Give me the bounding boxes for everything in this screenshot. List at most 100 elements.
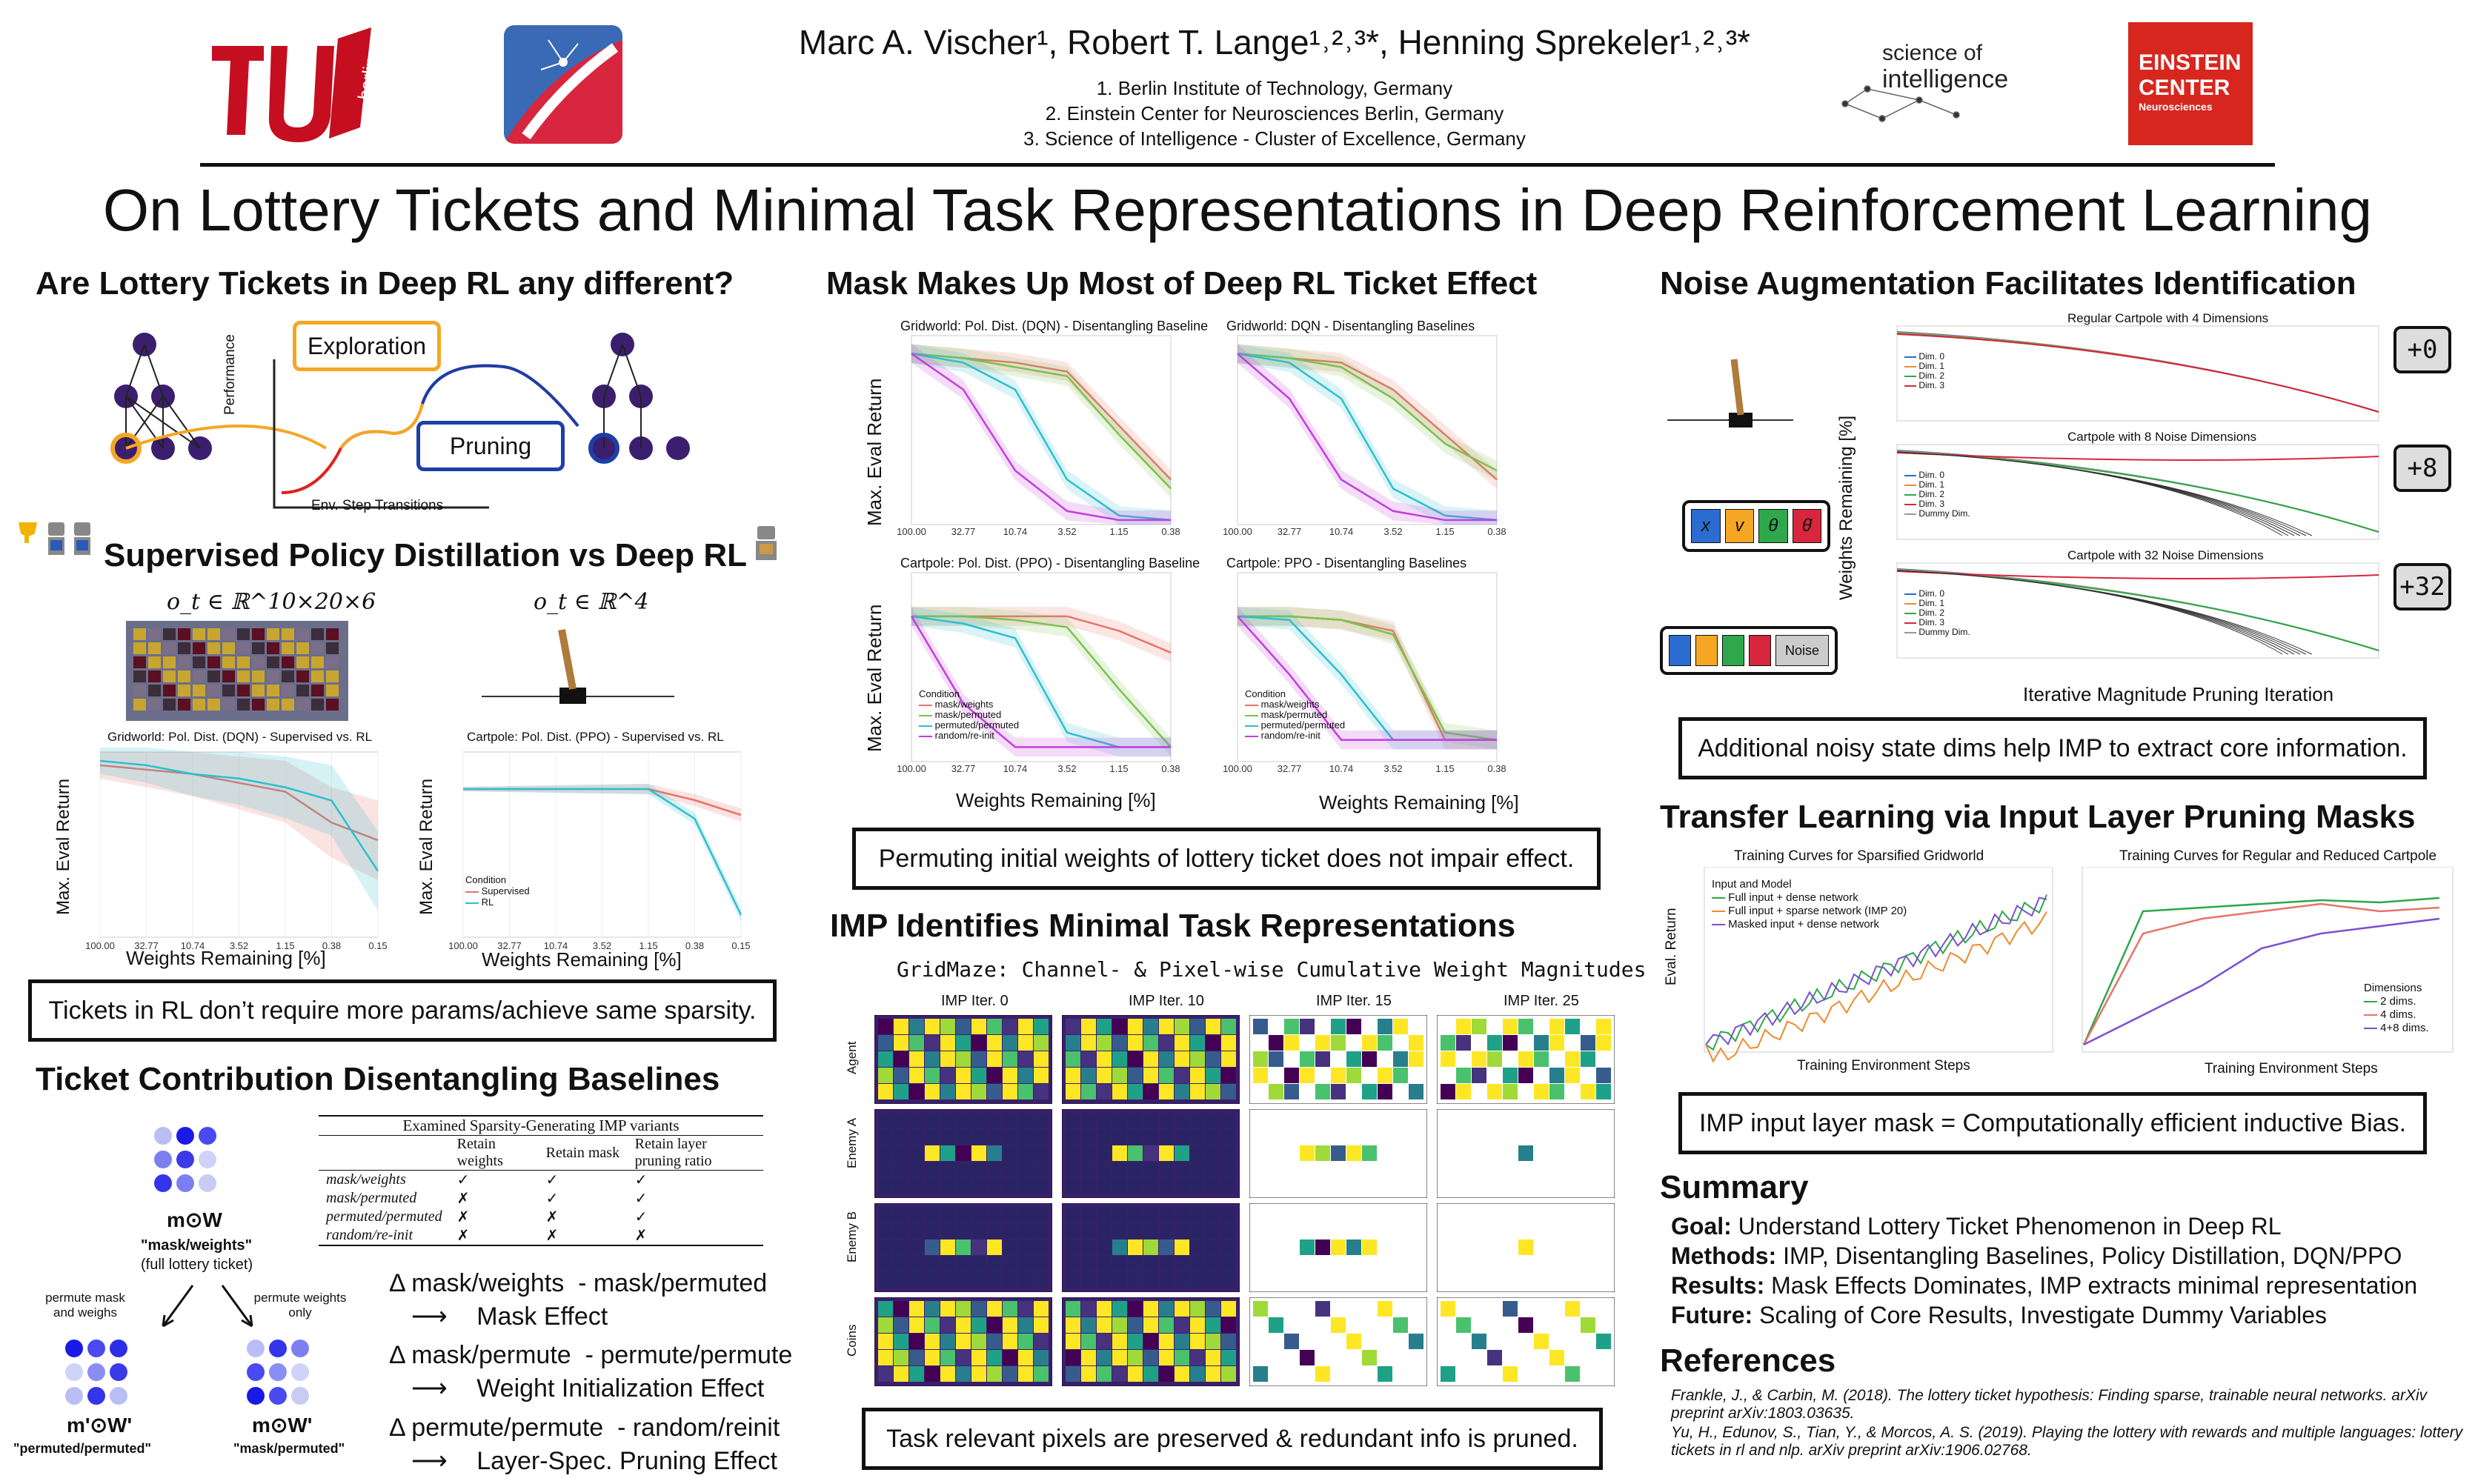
heatmap-cell	[1112, 1019, 1127, 1034]
heatmap-cell	[1221, 1145, 1236, 1161]
heatmap-cell	[1221, 1178, 1236, 1194]
heatmap-cell	[1128, 1035, 1143, 1051]
table-cell: ✓	[545, 1172, 559, 1188]
legend-label: Dim. 3	[1918, 617, 1945, 628]
mw2-quote: "mask/permuted"	[233, 1441, 345, 1456]
rl-cartoon	[104, 315, 711, 515]
heatmap-panel	[1249, 1297, 1427, 1386]
gridmaze-title: GridMaze: Channel- & Pixel-wise Cumulati…	[897, 957, 1647, 982]
heatmap-cell	[1346, 1019, 1361, 1034]
table-row: permuted/permuted ✗ ✗ ✓	[319, 1208, 763, 1226]
heatmap-cell	[1549, 1068, 1564, 1083]
heatmap-cell	[1190, 1366, 1205, 1382]
legend: Input and Model Full input + dense netwo…	[1712, 878, 1907, 931]
heatmap-cell	[1206, 1019, 1220, 1034]
grid-cell	[163, 656, 176, 668]
x-tick-label: 32.77	[497, 940, 522, 951]
heatmap-cell	[1003, 1350, 1017, 1365]
grid-cell	[326, 671, 339, 682]
heatmap-cell	[1472, 1019, 1486, 1034]
summary-item: Methods: IMP, Disentangling Baselines, P…	[1671, 1241, 2417, 1271]
heatmap-cell	[1518, 1051, 1533, 1067]
heatmap-cell	[878, 1317, 893, 1333]
heatmap-cell	[909, 1272, 924, 1288]
grid-cell	[282, 671, 294, 682]
heatmap-cell	[1112, 1240, 1127, 1255]
grid-cell	[222, 628, 235, 640]
grid-cell	[326, 656, 339, 668]
heatmap-cell	[1331, 1317, 1346, 1333]
heatmap-cell	[909, 1162, 924, 1177]
legend-label: mask/weights	[934, 699, 994, 710]
heatmap-cell	[1097, 1113, 1112, 1128]
pruning-label: Pruning	[416, 421, 565, 471]
legend: Dimensions 2 dims. 4 dims. 4+8 dims.	[2364, 982, 2429, 1035]
legend-label: permuted/permuted	[1260, 719, 1346, 731]
heatmap-panel	[1062, 1203, 1240, 1292]
legend-label: Dim. 0	[1918, 351, 1945, 362]
heatmap-cell	[1034, 1223, 1049, 1239]
heatmap-cell	[1346, 1068, 1361, 1083]
heatmap-cell	[1221, 1019, 1236, 1034]
heatmap-cell	[1066, 1334, 1080, 1349]
legend-item-rl: RL	[465, 896, 530, 908]
legend-title: Condition	[919, 688, 960, 699]
series-band	[1238, 344, 1497, 525]
heatmap-cell	[925, 1301, 940, 1317]
ecn-text-3: Neurosciences	[2139, 101, 2213, 113]
series-band	[911, 344, 1171, 499]
heatmap-cell	[1534, 1334, 1549, 1349]
grid-cell	[207, 671, 220, 682]
cartpole-image	[474, 622, 682, 711]
heatmap-cell	[1206, 1240, 1220, 1255]
table-cell: ✗	[634, 1228, 648, 1244]
grid-cell	[296, 656, 309, 668]
ecn-text-2: CENTER	[2139, 76, 2230, 100]
grid-cell	[193, 671, 205, 682]
heatmap-cell	[894, 1162, 908, 1177]
heatmap-cell	[1206, 1035, 1220, 1051]
heatmap-cell	[894, 1317, 908, 1333]
heatmap-cell	[1221, 1256, 1236, 1271]
heatmap-cell	[1003, 1366, 1017, 1382]
bccn-logo	[504, 25, 622, 144]
grid-cell	[252, 671, 265, 682]
y-axis-label: Max. Eval Return	[416, 778, 436, 915]
mask-effect-label: Mask Effect	[476, 1302, 608, 1331]
heatmap-cell	[878, 1162, 893, 1177]
legend-item-supervised: Supervised	[465, 885, 530, 896]
heatmap-cell	[1269, 1084, 1283, 1099]
table-cell: ✗	[456, 1191, 470, 1207]
heatmap-cell	[894, 1366, 908, 1382]
heatmap-cell	[1362, 1051, 1377, 1067]
heatmap-cell	[1581, 1084, 1595, 1099]
heatmap-cell	[878, 1256, 893, 1271]
y-axis-label: Max. Eval Return	[863, 604, 886, 752]
heatmap-cell	[1269, 1035, 1283, 1051]
heatmap-cell	[987, 1350, 1002, 1365]
heatmap-cell	[1190, 1113, 1205, 1128]
legend-label: Dummy Dim.	[1918, 627, 1970, 637]
heatmap-cell	[987, 1256, 1002, 1271]
heatmap-cell	[909, 1317, 924, 1333]
heatmap-cell	[925, 1084, 940, 1099]
heading-supervised-vs-rl: Supervised Policy Distillation vs Deep R…	[104, 537, 748, 573]
heatmap-cell	[1534, 1035, 1549, 1051]
heatmap-cell	[1596, 1334, 1611, 1349]
delta-3-effect: ⟶ Layer-Spec. Pruning Effect	[411, 1447, 777, 1475]
table-cell: ✗	[456, 1209, 470, 1225]
series-band	[911, 607, 1171, 757]
row-label: Enemy B	[845, 1211, 859, 1262]
heatmap-cell	[1175, 1272, 1189, 1288]
legend-item: Dim. 2	[1904, 490, 1970, 499]
legend-item: Dim. 3	[1904, 499, 1970, 509]
heatmap-cell	[1112, 1207, 1127, 1222]
table-cell: mask/permuted	[326, 1190, 417, 1206]
heatmap-cell	[1565, 1301, 1580, 1317]
heatmap-cell	[909, 1350, 924, 1365]
env-steps-label: Training Environment Steps	[2205, 1061, 2378, 1077]
heatmap-cell	[1097, 1317, 1112, 1333]
heatmap-panel	[1437, 1297, 1615, 1386]
heatmap-cell	[894, 1051, 908, 1067]
plot-title: Cartpole with 32 Noise Dimensions	[2067, 548, 2264, 562]
